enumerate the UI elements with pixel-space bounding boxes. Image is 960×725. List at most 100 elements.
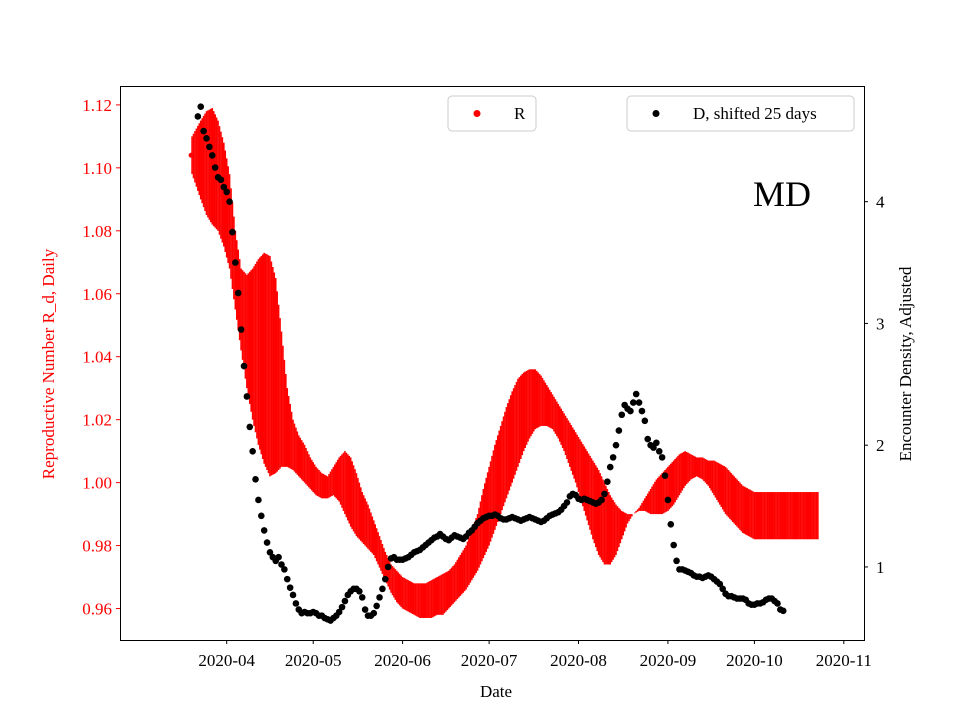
x-tick-label: 2020-08 bbox=[550, 651, 607, 670]
d-point bbox=[243, 393, 251, 400]
d-point bbox=[627, 407, 634, 415]
x-tick-label: 2020-09 bbox=[640, 651, 697, 670]
d-point bbox=[232, 259, 239, 266]
d-point bbox=[641, 417, 649, 425]
legend-r-box bbox=[447, 95, 537, 132]
d-point bbox=[208, 152, 216, 159]
x-tick-label: 2020-06 bbox=[374, 651, 431, 670]
d-point bbox=[258, 512, 265, 520]
d-point bbox=[373, 602, 380, 610]
y-left-tick-label: 1.02 bbox=[82, 411, 112, 430]
d-point bbox=[370, 609, 378, 617]
d-point bbox=[601, 490, 608, 498]
d-point bbox=[638, 407, 646, 415]
d-point bbox=[234, 289, 242, 297]
d-point bbox=[563, 499, 571, 506]
y-right-tick-label: 3 bbox=[876, 314, 885, 333]
d-point bbox=[635, 399, 643, 406]
y-left-tick-label: 0.98 bbox=[82, 537, 112, 556]
d-point bbox=[252, 475, 259, 483]
region-label: MD bbox=[753, 174, 811, 214]
d-point bbox=[673, 557, 680, 565]
y-right-tick-label: 2 bbox=[876, 436, 885, 455]
d-point bbox=[376, 594, 383, 601]
d-point bbox=[612, 441, 620, 449]
y-left-tick-label: 1.04 bbox=[82, 348, 112, 367]
d-point bbox=[220, 183, 228, 191]
d-point bbox=[283, 575, 291, 583]
d-point bbox=[644, 435, 652, 443]
x-tick-label: 2020-11 bbox=[816, 651, 872, 670]
d-point bbox=[246, 423, 254, 431]
legend-r: R bbox=[447, 95, 537, 132]
d-point bbox=[341, 597, 349, 605]
d-point bbox=[667, 521, 675, 528]
y-left-tick-label: 1.10 bbox=[82, 159, 112, 178]
y-right-tick-label: 1 bbox=[876, 558, 885, 577]
d-point bbox=[779, 607, 787, 615]
d-point bbox=[275, 553, 282, 561]
d-point bbox=[206, 143, 213, 151]
legend-r-label: R bbox=[514, 104, 526, 123]
d-point bbox=[278, 561, 285, 568]
y-axis-left-label: Reproductive Number R_d, Daily bbox=[39, 248, 58, 479]
r-point bbox=[188, 152, 194, 158]
y-left-tick-label: 1.00 bbox=[82, 474, 112, 493]
d-point bbox=[203, 135, 210, 142]
d-point bbox=[217, 176, 225, 184]
y-left-tick-label: 0.96 bbox=[82, 600, 112, 619]
d-point bbox=[286, 584, 294, 591]
r-series bbox=[188, 108, 819, 618]
d-point bbox=[615, 427, 623, 434]
x-axis-label: Date bbox=[480, 682, 512, 701]
d-point bbox=[255, 496, 262, 504]
d-point bbox=[358, 594, 366, 601]
d-point bbox=[197, 103, 205, 110]
d-point bbox=[237, 326, 245, 333]
d-point bbox=[194, 113, 202, 120]
x-tick-label: 2020-04 bbox=[198, 651, 255, 670]
x-tick-label: 2020-05 bbox=[285, 651, 342, 670]
d-point bbox=[774, 600, 781, 607]
d-point bbox=[281, 566, 288, 573]
d-point bbox=[379, 585, 386, 593]
d-point bbox=[200, 127, 207, 135]
d-point bbox=[292, 600, 300, 607]
d-point bbox=[211, 164, 219, 171]
d-point bbox=[263, 539, 271, 546]
d-point bbox=[604, 478, 611, 486]
d-point bbox=[630, 399, 637, 406]
x-tick-label: 2020-10 bbox=[726, 651, 783, 670]
legend-r-marker bbox=[473, 110, 481, 117]
legend-d: D, shifted 25 days bbox=[626, 95, 855, 132]
d-point bbox=[260, 527, 268, 534]
legend-d-box bbox=[626, 95, 855, 132]
legend-d-marker bbox=[652, 110, 660, 117]
x-tick-label: 2020-07 bbox=[461, 651, 518, 670]
d-series bbox=[194, 103, 787, 624]
d-point bbox=[240, 362, 248, 370]
d-point bbox=[609, 454, 617, 461]
d-point bbox=[653, 439, 660, 447]
d-point bbox=[356, 587, 363, 595]
y-left-tick-label: 1.08 bbox=[82, 222, 112, 241]
axes: 2020-04 2020-05 2020-06 2020-07 2020-08 2020-… bbox=[82, 96, 885, 670]
d-point bbox=[719, 585, 726, 593]
d-point bbox=[598, 496, 605, 504]
d-point bbox=[658, 454, 666, 461]
y-left-tick-label: 1.12 bbox=[82, 96, 112, 115]
d-point bbox=[226, 198, 233, 205]
d-point bbox=[384, 563, 392, 571]
d-point bbox=[670, 541, 677, 549]
plot-frame bbox=[120, 86, 865, 641]
d-point bbox=[606, 463, 614, 471]
d-point bbox=[266, 549, 274, 556]
d-point bbox=[335, 608, 343, 616]
d-point bbox=[661, 472, 669, 479]
d-point bbox=[289, 591, 297, 599]
y-left-tick-label: 1.06 bbox=[82, 285, 112, 304]
d-point bbox=[223, 188, 230, 196]
d-point bbox=[664, 496, 672, 504]
